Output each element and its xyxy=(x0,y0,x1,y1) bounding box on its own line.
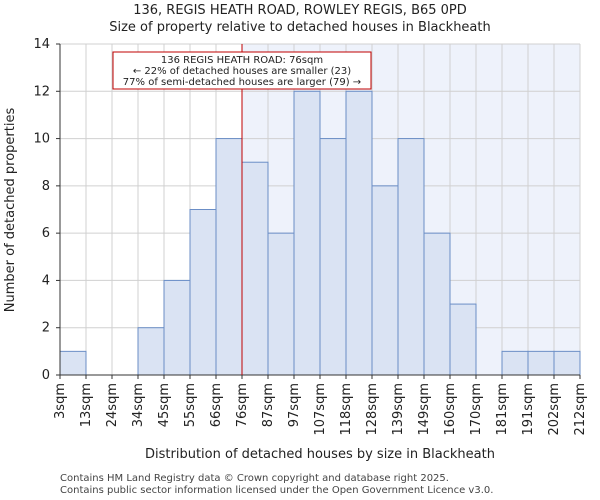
x-tick-label: 181sqm xyxy=(495,383,510,436)
x-tick-label: 24sqm xyxy=(105,383,120,427)
x-tick-label: 128sqm xyxy=(365,383,380,436)
x-tick-label: 34sqm xyxy=(131,383,146,427)
y-tick-label: 6 xyxy=(42,226,50,241)
y-tick-label: 12 xyxy=(33,84,50,99)
bar-128sqm xyxy=(371,185,399,376)
bar-97sqm xyxy=(293,90,321,376)
bar-87sqm xyxy=(267,232,295,376)
bar-76sqm xyxy=(241,161,269,376)
bar-34sqm xyxy=(137,327,165,376)
x-tick-label: 107sqm xyxy=(313,383,328,436)
bar-202sqm xyxy=(553,350,581,376)
bar-107sqm xyxy=(319,138,347,376)
x-tick-label: 13sqm xyxy=(79,383,94,427)
x-tick-label: 66sqm xyxy=(209,383,224,427)
x-tick-label: 202sqm xyxy=(547,383,562,436)
bar-55sqm xyxy=(189,209,217,376)
bar-45sqm xyxy=(163,279,191,376)
x-tick-label: 76sqm xyxy=(235,383,250,427)
x-tick-label: 191sqm xyxy=(521,383,536,436)
x-tick-label: 45sqm xyxy=(157,383,172,427)
y-tick-label: 2 xyxy=(42,321,50,336)
annotation-box xyxy=(112,51,372,90)
y-tick-label: 10 xyxy=(33,132,50,147)
bar-118sqm xyxy=(345,90,373,376)
x-tick-label: 149sqm xyxy=(417,383,432,436)
footer-licence: Contains public sector information licen… xyxy=(60,485,494,496)
y-tick-label: 14 xyxy=(33,37,50,52)
bar-149sqm xyxy=(423,232,451,376)
x-tick-label: 3sqm xyxy=(53,383,68,419)
bar-181sqm xyxy=(501,350,529,376)
bar-139sqm xyxy=(397,138,425,376)
footer-copyright: Contains HM Land Registry data © Crown c… xyxy=(60,473,449,484)
x-tick-label: 212sqm xyxy=(573,383,588,436)
x-tick-label: 118sqm xyxy=(339,383,354,436)
bar-160sqm xyxy=(449,303,477,376)
y-axis-label: Number of detached properties xyxy=(3,108,18,313)
y-tick-label: 8 xyxy=(42,179,50,194)
x-tick-label: 139sqm xyxy=(391,383,406,436)
y-tick-label: 4 xyxy=(42,273,50,288)
bar-191sqm xyxy=(527,350,555,376)
y-tick-label: 0 xyxy=(42,368,50,383)
annotation-line-3: 77% of semi-detached houses are larger (… xyxy=(123,77,361,88)
x-tick-label: 170sqm xyxy=(469,383,484,436)
annotation-line-2: ← 22% of detached houses are smaller (23… xyxy=(133,66,351,77)
bar-66sqm xyxy=(215,138,243,376)
x-tick-label: 87sqm xyxy=(261,383,276,427)
bar-3sqm xyxy=(59,350,87,376)
x-tick-label: 55sqm xyxy=(183,383,198,427)
chart-subtitle: Size of property relative to detached ho… xyxy=(109,20,491,35)
x-tick-label: 97sqm xyxy=(287,383,302,427)
x-axis-label: Distribution of detached houses by size … xyxy=(145,447,495,462)
x-tick-label: 160sqm xyxy=(443,383,458,436)
chart-title: 136, REGIS HEATH ROAD, ROWLEY REGIS, B65… xyxy=(133,3,467,18)
annotation-line-1: 136 REGIS HEATH ROAD: 76sqm xyxy=(161,55,323,66)
